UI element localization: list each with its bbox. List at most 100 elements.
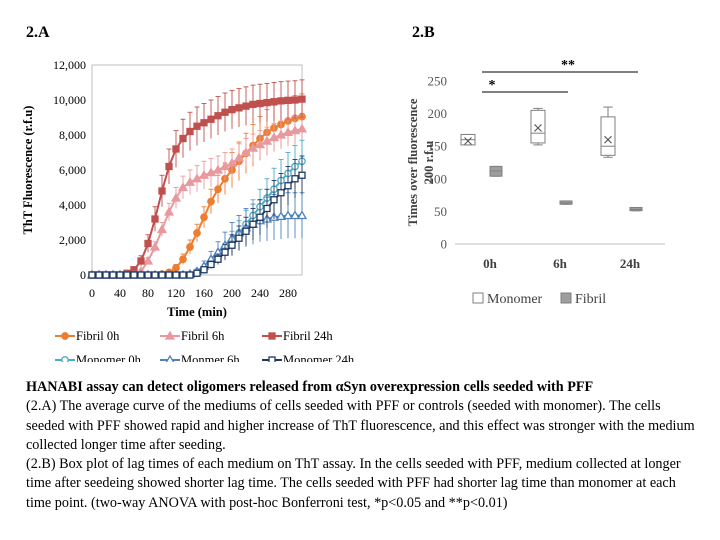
figure-caption: HANABI assay can detect oligomers releas… — [26, 378, 696, 513]
y-tick-label: 4,000 — [59, 198, 86, 212]
data-point — [116, 271, 124, 279]
data-point — [235, 104, 243, 112]
y-tick-label: 250 — [428, 74, 448, 89]
data-point — [151, 271, 159, 279]
data-point — [291, 175, 299, 183]
y-tick-label: 0 — [441, 237, 448, 252]
x-tick-label: 280 — [279, 286, 297, 300]
y-tick-label: 12,000 — [53, 58, 86, 72]
x-tick-label: 40 — [114, 286, 126, 300]
series-fibril — [489, 165, 643, 212]
data-point — [193, 269, 201, 277]
legend-item-monomer-0h: Monomer 0h — [55, 353, 142, 362]
data-point — [165, 271, 173, 279]
caption-paragraph-b: (2.B) Box plot of lag times of each medi… — [26, 456, 681, 511]
legend-label: Fibril — [575, 292, 606, 307]
data-point — [137, 257, 145, 265]
data-point — [158, 271, 166, 279]
y-tick-label: 0 — [80, 268, 86, 282]
data-point — [88, 271, 96, 279]
data-point — [242, 227, 250, 235]
y-tick-label: 150 — [428, 139, 448, 154]
box-6h — [530, 109, 546, 144]
data-point — [186, 127, 194, 136]
category-label: 24h — [620, 256, 641, 271]
data-point — [254, 139, 266, 149]
legend-item-fibril-24h: Fibril 24h — [262, 329, 333, 343]
data-point — [214, 112, 222, 120]
data-point — [165, 162, 173, 171]
significance-label: ** — [561, 58, 575, 73]
data-point — [261, 135, 273, 145]
data-point — [228, 241, 236, 249]
data-point — [212, 164, 224, 174]
data-point — [277, 189, 285, 197]
x-tick-label: 80 — [142, 286, 154, 300]
y-tick-label: 6,000 — [59, 163, 86, 177]
legend-marker — [165, 354, 175, 362]
data-point — [275, 211, 287, 221]
data-point — [298, 95, 306, 103]
legend-label: Fibril 0h — [76, 329, 120, 343]
data-point — [233, 152, 245, 162]
legend-label: Fibril 6h — [181, 329, 225, 343]
legend-swatch — [560, 292, 572, 304]
data-point — [186, 271, 194, 279]
data-point — [282, 210, 294, 220]
data-point — [193, 229, 201, 237]
data-point — [191, 173, 203, 183]
data-point — [172, 145, 180, 153]
legend-item-fibril-6h: Fibril 6h — [160, 329, 225, 343]
data-point — [123, 271, 131, 279]
data-point — [144, 271, 152, 279]
data-point — [179, 255, 187, 264]
data-point — [268, 132, 280, 142]
data-point — [270, 196, 278, 204]
mean-marker — [534, 124, 542, 132]
legend-label: Fibril 24h — [283, 329, 333, 343]
data-point — [177, 182, 189, 192]
legend-marker — [268, 332, 276, 340]
data-point — [277, 97, 285, 105]
box-24h — [600, 116, 616, 156]
data-point — [142, 255, 154, 265]
panel-b-label: 2.B — [412, 24, 435, 41]
data-point — [263, 98, 271, 107]
legend-label: Monomer 24h — [283, 353, 355, 362]
data-point — [256, 213, 264, 221]
series-monomer — [460, 106, 616, 158]
data-point — [249, 100, 257, 109]
data-point — [130, 271, 138, 279]
y-tick-label: 100 — [428, 171, 448, 186]
data-point — [226, 157, 238, 167]
category-label: 6h — [553, 256, 568, 271]
box-plot-lag-time: 0 50 100 150 200 250 0h 6h 24h Times over fluores… — [406, 58, 665, 307]
data-point — [198, 169, 210, 179]
data-point — [296, 123, 308, 133]
data-point — [137, 271, 145, 279]
data-point — [275, 129, 287, 139]
legend-item-fibril: Fibril — [560, 292, 606, 307]
data-point — [263, 204, 271, 213]
x-axis-label: Time (min) — [167, 305, 227, 319]
caption-paragraph-a: (2.A) The average curve of the mediums o… — [26, 398, 695, 453]
data-point — [158, 187, 166, 195]
y-axis-label: ThT Fluorescence (r.f.u) — [21, 106, 35, 235]
y-tick-label: 10,000 — [53, 93, 86, 107]
data-point — [207, 260, 215, 269]
data-point — [270, 98, 278, 106]
series-monomer-0h — [88, 139, 306, 279]
legend-item-fibril-0h: Fibril 0h — [55, 329, 120, 343]
y-axis-label-line2: 200 r.f.u — [422, 141, 436, 185]
line-chart-tht-fluorescence: 0 2,000 4,000 6,000 8,000 10,000 12,000 0 40 80 12… — [21, 58, 355, 362]
data-point — [186, 243, 194, 251]
data-point — [179, 271, 187, 279]
data-point — [184, 176, 196, 186]
data-point — [289, 125, 301, 135]
data-point — [221, 108, 229, 116]
data-point — [95, 271, 103, 279]
data-point — [214, 185, 222, 194]
data-point — [214, 255, 222, 263]
legend-marker — [268, 356, 276, 362]
legend-label: Monmer 6h — [181, 353, 240, 362]
